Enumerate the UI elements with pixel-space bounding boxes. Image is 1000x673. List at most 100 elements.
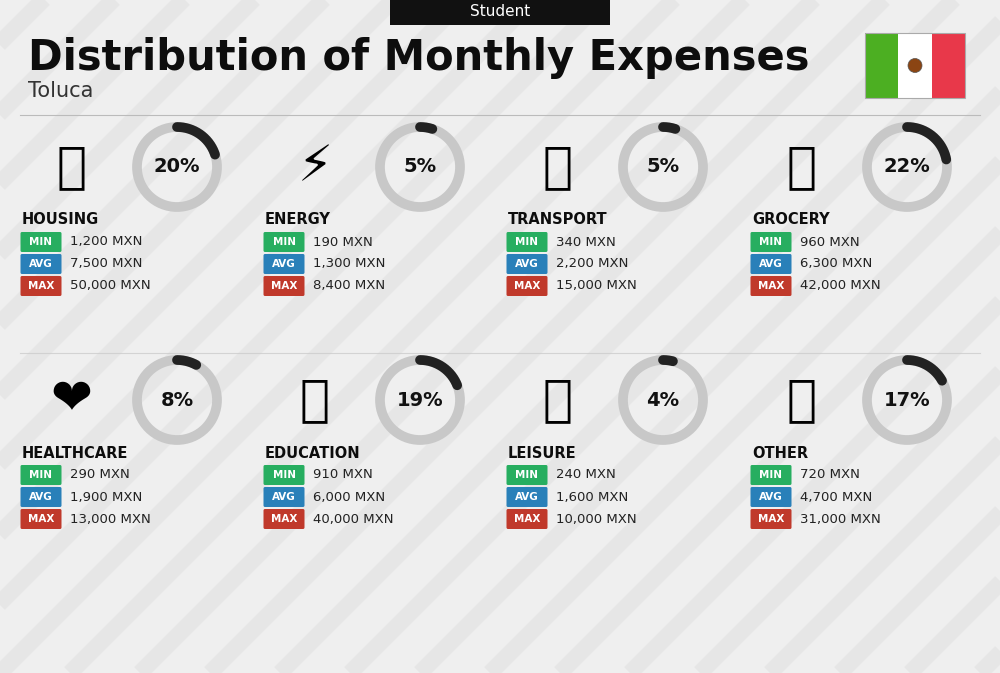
FancyBboxPatch shape <box>264 254 304 274</box>
Text: 240 MXN: 240 MXN <box>556 468 616 481</box>
Text: 1,900 MXN: 1,900 MXN <box>70 491 142 503</box>
Text: 💰: 💰 <box>787 376 817 424</box>
Text: ❤️: ❤️ <box>51 376 93 424</box>
Text: Toluca: Toluca <box>28 81 93 101</box>
Text: 340 MXN: 340 MXN <box>556 236 616 248</box>
FancyBboxPatch shape <box>750 509 792 529</box>
FancyBboxPatch shape <box>750 276 792 296</box>
Text: 1,300 MXN: 1,300 MXN <box>313 258 385 271</box>
Text: MAX: MAX <box>514 281 540 291</box>
Text: MAX: MAX <box>271 281 297 291</box>
Text: 🛒: 🛒 <box>787 143 817 191</box>
Text: ⚡: ⚡ <box>297 143 333 191</box>
Text: Student: Student <box>470 3 530 18</box>
FancyBboxPatch shape <box>507 254 548 274</box>
FancyBboxPatch shape <box>20 509 62 529</box>
Text: MIN: MIN <box>272 237 296 247</box>
Text: AVG: AVG <box>515 259 539 269</box>
FancyBboxPatch shape <box>507 509 548 529</box>
Text: AVG: AVG <box>29 492 53 502</box>
Text: 22%: 22% <box>884 157 930 176</box>
Text: EDUCATION: EDUCATION <box>265 446 361 460</box>
Text: 2,200 MXN: 2,200 MXN <box>556 258 628 271</box>
Text: AVG: AVG <box>515 492 539 502</box>
Text: 290 MXN: 290 MXN <box>70 468 130 481</box>
Text: 190 MXN: 190 MXN <box>313 236 373 248</box>
Text: MAX: MAX <box>28 281 54 291</box>
Text: MIN: MIN <box>516 237 538 247</box>
FancyBboxPatch shape <box>932 33 965 98</box>
Text: MIN: MIN <box>516 470 538 480</box>
Text: HEALTHCARE: HEALTHCARE <box>22 446 128 460</box>
FancyBboxPatch shape <box>20 465 62 485</box>
Text: MAX: MAX <box>514 514 540 524</box>
Text: Distribution of Monthly Expenses: Distribution of Monthly Expenses <box>28 37 810 79</box>
Text: MAX: MAX <box>271 514 297 524</box>
FancyBboxPatch shape <box>20 254 62 274</box>
Circle shape <box>908 59 922 73</box>
FancyBboxPatch shape <box>898 33 932 98</box>
Text: 960 MXN: 960 MXN <box>800 236 860 248</box>
Text: 🎓: 🎓 <box>300 376 330 424</box>
Text: 720 MXN: 720 MXN <box>800 468 860 481</box>
Text: MAX: MAX <box>28 514 54 524</box>
Text: GROCERY: GROCERY <box>752 213 830 227</box>
FancyBboxPatch shape <box>750 487 792 507</box>
FancyBboxPatch shape <box>507 465 548 485</box>
Text: 19%: 19% <box>397 390 443 409</box>
FancyBboxPatch shape <box>264 276 304 296</box>
Text: 5%: 5% <box>646 157 680 176</box>
FancyBboxPatch shape <box>750 465 792 485</box>
Text: 8,400 MXN: 8,400 MXN <box>313 279 385 293</box>
FancyBboxPatch shape <box>507 276 548 296</box>
FancyBboxPatch shape <box>750 232 792 252</box>
Text: AVG: AVG <box>272 259 296 269</box>
Text: 7,500 MXN: 7,500 MXN <box>70 258 142 271</box>
Text: 6,000 MXN: 6,000 MXN <box>313 491 385 503</box>
FancyBboxPatch shape <box>264 465 304 485</box>
FancyBboxPatch shape <box>507 232 548 252</box>
FancyBboxPatch shape <box>264 232 304 252</box>
Text: 5%: 5% <box>403 157 437 176</box>
Text: OTHER: OTHER <box>752 446 808 460</box>
Text: MIN: MIN <box>30 470 52 480</box>
FancyBboxPatch shape <box>507 487 548 507</box>
Text: MIN: MIN <box>272 470 296 480</box>
Text: 🛍️: 🛍️ <box>543 376 573 424</box>
Text: 20%: 20% <box>154 157 200 176</box>
FancyBboxPatch shape <box>750 254 792 274</box>
FancyBboxPatch shape <box>264 487 304 507</box>
Text: 4,700 MXN: 4,700 MXN <box>800 491 872 503</box>
Text: 🚌: 🚌 <box>543 143 573 191</box>
Text: 1,200 MXN: 1,200 MXN <box>70 236 142 248</box>
Text: MAX: MAX <box>758 281 784 291</box>
Text: MIN: MIN <box>30 237 52 247</box>
Text: 31,000 MXN: 31,000 MXN <box>800 513 881 526</box>
Text: 50,000 MXN: 50,000 MXN <box>70 279 151 293</box>
Text: MIN: MIN <box>760 237 782 247</box>
Text: 6,300 MXN: 6,300 MXN <box>800 258 872 271</box>
Text: 8%: 8% <box>160 390 194 409</box>
Text: AVG: AVG <box>759 259 783 269</box>
Text: MAX: MAX <box>758 514 784 524</box>
Text: 15,000 MXN: 15,000 MXN <box>556 279 637 293</box>
Text: AVG: AVG <box>272 492 296 502</box>
Text: 4%: 4% <box>646 390 680 409</box>
Text: MIN: MIN <box>760 470 782 480</box>
FancyBboxPatch shape <box>865 33 898 98</box>
Text: 910 MXN: 910 MXN <box>313 468 373 481</box>
Text: LEISURE: LEISURE <box>508 446 577 460</box>
Text: HOUSING: HOUSING <box>22 213 99 227</box>
Text: 🏢: 🏢 <box>57 143 87 191</box>
Text: 17%: 17% <box>884 390 930 409</box>
FancyBboxPatch shape <box>20 276 62 296</box>
Text: 40,000 MXN: 40,000 MXN <box>313 513 394 526</box>
Text: 10,000 MXN: 10,000 MXN <box>556 513 637 526</box>
Text: TRANSPORT: TRANSPORT <box>508 213 608 227</box>
Text: AVG: AVG <box>759 492 783 502</box>
FancyBboxPatch shape <box>20 487 62 507</box>
FancyBboxPatch shape <box>20 232 62 252</box>
Text: 42,000 MXN: 42,000 MXN <box>800 279 881 293</box>
Text: 13,000 MXN: 13,000 MXN <box>70 513 151 526</box>
FancyBboxPatch shape <box>390 0 610 25</box>
